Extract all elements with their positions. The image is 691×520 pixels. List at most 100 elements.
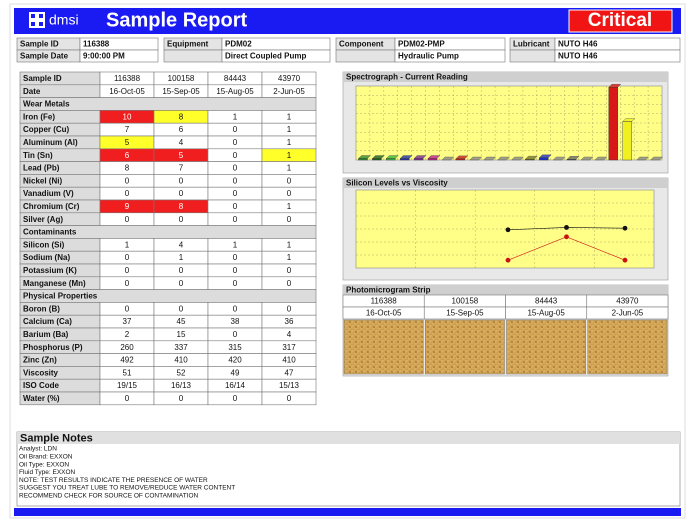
- cell-value: 0: [125, 304, 130, 313]
- cell-value: 0: [287, 176, 292, 185]
- photo-date: 16-Oct-05: [366, 309, 402, 318]
- cell-value: 315: [228, 343, 242, 352]
- cell-value: 0: [233, 394, 238, 403]
- notes-title: Sample Notes: [20, 432, 93, 444]
- cell-value: 0: [233, 164, 238, 173]
- cell-value: 1: [287, 164, 292, 173]
- column-date: 16-Oct-05: [109, 87, 145, 96]
- series-point: [623, 258, 628, 263]
- report: dmsi Sample Report Critical Sample ID116…: [0, 0, 691, 520]
- row-label: Silver (Ag): [23, 215, 63, 224]
- series-point: [564, 225, 569, 230]
- cell-value: 1: [287, 202, 292, 211]
- cell-value: 1: [287, 138, 292, 147]
- row-label: Aluminum (Al): [23, 138, 78, 147]
- info-text: Hydraulic Pump: [398, 52, 459, 61]
- cell-value: 0: [287, 215, 292, 224]
- column-id: 100158: [168, 74, 195, 83]
- row-label: Date: [23, 87, 41, 96]
- photo-image: [588, 320, 667, 374]
- photo-image: [425, 320, 504, 374]
- row-label: Phosphorus (P): [23, 343, 83, 352]
- cell-value: 0: [125, 266, 130, 275]
- photo-image: [507, 320, 586, 374]
- photo-id: 43970: [616, 297, 639, 306]
- note-line: NOTE: TEST RESULTS INDICATE THE PRESENCE…: [19, 477, 208, 484]
- info-text: 116388: [83, 40, 110, 49]
- row-label: Chromium (Cr): [23, 202, 80, 211]
- note-line: Oil Type: EXXON: [19, 461, 69, 468]
- cell-value: 410: [174, 356, 188, 365]
- cell-value: 0: [179, 304, 184, 313]
- cell-value: 4: [287, 330, 292, 339]
- cell: [164, 50, 222, 62]
- cell: [510, 50, 555, 62]
- cell-value: 1: [233, 240, 238, 249]
- cell-value: 420: [228, 356, 242, 365]
- photo-date: 2-Jun-05: [612, 309, 644, 318]
- cell-value: 19/15: [117, 381, 138, 390]
- row-label: Barium (Ba): [23, 330, 69, 339]
- cell-value: 0: [233, 215, 238, 224]
- cell: [336, 50, 395, 62]
- cell-value: 1: [179, 253, 184, 262]
- footer-bar: [14, 508, 681, 516]
- cell-value: 37: [123, 317, 132, 326]
- cell-value: 0: [233, 151, 238, 160]
- notes-title-bar: [17, 432, 680, 444]
- row-label: Vanadium (V): [23, 189, 74, 198]
- cell-value: 5: [125, 138, 130, 147]
- series-point: [506, 258, 511, 263]
- bar: [428, 159, 437, 160]
- cell-value: 0: [233, 266, 238, 275]
- note-line: Analyst: LDN: [19, 446, 57, 453]
- cell-value: 16/13: [171, 381, 192, 390]
- photo-date: 15-Sep-05: [446, 309, 484, 318]
- section-title: Contaminants: [23, 228, 77, 237]
- column-date: 15-Aug-05: [216, 87, 254, 96]
- cell-value: 0: [179, 215, 184, 224]
- cell-value: 0: [125, 189, 130, 198]
- section-title: Physical Properties: [23, 292, 98, 301]
- cell-value: 16/14: [225, 381, 246, 390]
- info-text: NUTO H46: [558, 52, 598, 61]
- cell-value: 337: [174, 343, 188, 352]
- cell-value: 492: [120, 356, 134, 365]
- status: Critical: [588, 10, 652, 31]
- cell-value: 1: [287, 151, 292, 160]
- cell-value: 5: [179, 151, 184, 160]
- bar: [414, 159, 423, 160]
- cell-value: 51: [123, 368, 132, 377]
- cell-value: 0: [233, 304, 238, 313]
- cell-value: 1: [125, 240, 130, 249]
- photo-id: 100158: [452, 297, 479, 306]
- report-title: Sample Report: [106, 9, 247, 31]
- series-point: [506, 227, 511, 232]
- cell-value: 8: [125, 164, 130, 173]
- cell-value: 0: [233, 202, 238, 211]
- row-label: Zinc (Zn): [23, 356, 57, 365]
- cell-value: 0: [233, 189, 238, 198]
- cell-value: 0: [233, 176, 238, 185]
- info-text: Sample ID: [20, 40, 59, 49]
- cell-value: 1: [233, 112, 238, 121]
- series-point: [564, 234, 569, 239]
- page: dmsi Sample Report Critical Sample ID116…: [0, 0, 691, 520]
- section-title: Wear Metals: [23, 100, 70, 109]
- cell-value: 0: [233, 330, 238, 339]
- photo-date: 15-Aug-05: [527, 309, 565, 318]
- row-label: ISO Code: [23, 381, 60, 390]
- cell-value: 52: [177, 368, 186, 377]
- row-label: Silicon (Si): [23, 240, 65, 249]
- cell-value: 8: [179, 202, 184, 211]
- bar: [609, 87, 618, 160]
- cell-value: 4: [179, 240, 184, 249]
- column-id: 116388: [114, 74, 141, 83]
- cell-value: 15/13: [279, 381, 300, 390]
- cell-value: 0: [179, 394, 184, 403]
- note-line: RECOMMEND CHECK FOR SOURCE OF CONTAMINAT…: [19, 493, 199, 500]
- info-text: NUTO H46: [558, 40, 598, 49]
- cell-value: 49: [231, 368, 240, 377]
- info-text: 9:00:00 PM: [83, 52, 125, 61]
